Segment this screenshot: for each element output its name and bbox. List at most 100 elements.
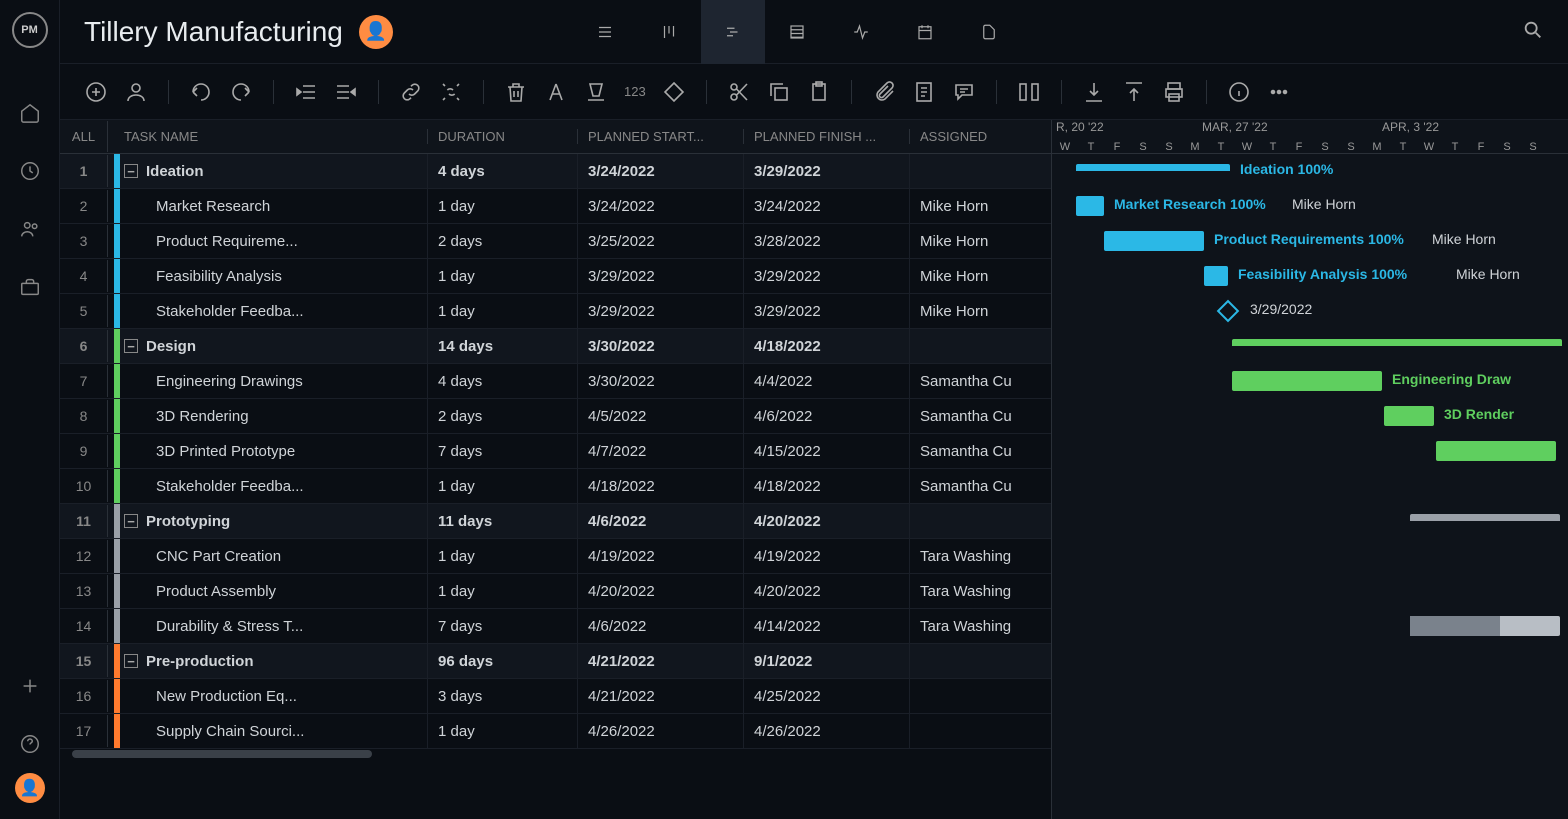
list-view-tab[interactable] [573, 0, 637, 64]
table-row[interactable]: 1−Ideation4 days3/24/20223/29/2022 [60, 154, 1051, 189]
attach-icon[interactable] [872, 80, 896, 104]
table-row[interactable]: 93D Printed Prototype7 days4/7/20224/15/… [60, 434, 1051, 469]
table-row[interactable]: 10Stakeholder Feedba...1 day4/18/20224/1… [60, 469, 1051, 504]
table-row[interactable]: 7Engineering Drawings4 days3/30/20224/4/… [60, 364, 1051, 399]
table-row[interactable]: 11−Prototyping11 days4/6/20224/20/2022 [60, 504, 1051, 539]
import-icon[interactable] [1082, 80, 1106, 104]
gantt-row[interactable]: Ideation 100% [1052, 154, 1568, 189]
gantt-bar[interactable] [1410, 514, 1560, 522]
more-icon[interactable] [1267, 80, 1291, 104]
col-name[interactable]: TASK NAME [108, 129, 428, 144]
gantt-bar[interactable] [1436, 441, 1556, 461]
plus-icon[interactable] [19, 675, 41, 697]
link-icon[interactable] [399, 80, 423, 104]
project-avatar[interactable]: 👤 [359, 15, 393, 49]
col-assigned[interactable]: ASSIGNED [910, 129, 1034, 144]
search-button[interactable] [1522, 19, 1544, 44]
gantt-row[interactable] [1052, 574, 1568, 609]
board-view-tab[interactable] [637, 0, 701, 64]
table-row[interactable]: 5Stakeholder Feedba...1 day3/29/20223/29… [60, 294, 1051, 329]
col-finish[interactable]: PLANNED FINISH ... [744, 129, 910, 144]
gantt-row[interactable] [1052, 504, 1568, 539]
sheet-view-tab[interactable] [765, 0, 829, 64]
briefcase-icon[interactable] [19, 276, 41, 298]
outdent-icon[interactable] [294, 80, 318, 104]
gantt-row[interactable]: Feasibility Analysis 100%Mike Horn [1052, 259, 1568, 294]
numbering-icon[interactable]: 123 [624, 84, 646, 99]
gantt-row[interactable] [1052, 469, 1568, 504]
info-icon[interactable] [1227, 80, 1251, 104]
task-grid: ALL TASK NAME DURATION PLANNED START... … [60, 120, 1052, 819]
collapse-icon[interactable]: − [124, 339, 138, 353]
col-start[interactable]: PLANNED START... [578, 129, 744, 144]
columns-icon[interactable] [1017, 80, 1041, 104]
table-row[interactable]: 13Product Assembly1 day4/20/20224/20/202… [60, 574, 1051, 609]
milestone-icon[interactable] [662, 80, 686, 104]
redo-icon[interactable] [229, 80, 253, 104]
paste-icon[interactable] [807, 80, 831, 104]
table-row[interactable]: 3Product Requireme...2 days3/25/20223/28… [60, 224, 1051, 259]
table-row[interactable]: 15−Pre-production96 days4/21/20229/1/202… [60, 644, 1051, 679]
home-icon[interactable] [19, 102, 41, 124]
table-row[interactable]: 4Feasibility Analysis1 day3/29/20223/29/… [60, 259, 1051, 294]
clock-icon[interactable] [19, 160, 41, 182]
table-row[interactable]: 83D Rendering2 days4/5/20224/6/2022Saman… [60, 399, 1051, 434]
trash-icon[interactable] [504, 80, 528, 104]
gantt-row[interactable] [1052, 714, 1568, 749]
table-row[interactable]: 6−Design14 days3/30/20224/18/2022 [60, 329, 1051, 364]
gantt-row[interactable] [1052, 329, 1568, 364]
undo-icon[interactable] [189, 80, 213, 104]
logo[interactable]: PM [12, 12, 48, 48]
calendar-view-tab[interactable] [893, 0, 957, 64]
grid-hscroll[interactable] [60, 749, 1051, 759]
activity-view-tab[interactable] [829, 0, 893, 64]
milestone-icon[interactable] [1217, 300, 1240, 323]
col-duration[interactable]: DURATION [428, 129, 578, 144]
gantt-row[interactable] [1052, 644, 1568, 679]
gantt-row[interactable] [1052, 434, 1568, 469]
table-row[interactable]: 2Market Research1 day3/24/20223/24/2022M… [60, 189, 1051, 224]
gantt-row[interactable]: 3D Render [1052, 399, 1568, 434]
print-icon[interactable] [1162, 80, 1186, 104]
cut-icon[interactable] [727, 80, 751, 104]
text-style-icon[interactable] [544, 80, 568, 104]
gantt-bar[interactable] [1104, 231, 1204, 251]
gantt-row[interactable] [1052, 609, 1568, 644]
gantt-bar[interactable] [1204, 266, 1228, 286]
add-icon[interactable] [84, 80, 108, 104]
comment-icon[interactable] [952, 80, 976, 104]
gantt-bar[interactable] [1076, 164, 1230, 172]
col-all[interactable]: ALL [60, 121, 108, 152]
gantt-bar[interactable] [1384, 406, 1434, 426]
table-row[interactable]: 17Supply Chain Sourci...1 day4/26/20224/… [60, 714, 1051, 749]
table-row[interactable]: 12CNC Part Creation1 day4/19/20224/19/20… [60, 539, 1051, 574]
gantt-bar[interactable] [1410, 616, 1560, 636]
gantt-bar[interactable] [1232, 339, 1562, 347]
view-tabs [573, 0, 1021, 64]
export-icon[interactable] [1122, 80, 1146, 104]
help-icon[interactable] [19, 733, 41, 755]
gantt-row[interactable]: Market Research 100%Mike Horn [1052, 189, 1568, 224]
indent-icon[interactable] [334, 80, 358, 104]
table-row[interactable]: 16New Production Eq...3 days4/21/20224/2… [60, 679, 1051, 714]
file-view-tab[interactable] [957, 0, 1021, 64]
users-icon[interactable] [19, 218, 41, 240]
clear-format-icon[interactable] [584, 80, 608, 104]
user-avatar-small[interactable]: 👤 [15, 773, 45, 803]
gantt-row[interactable]: Product Requirements 100%Mike Horn [1052, 224, 1568, 259]
gantt-row[interactable] [1052, 539, 1568, 574]
table-row[interactable]: 14Durability & Stress T...7 days4/6/2022… [60, 609, 1051, 644]
copy-icon[interactable] [767, 80, 791, 104]
notes-icon[interactable] [912, 80, 936, 104]
gantt-bar[interactable] [1076, 196, 1104, 216]
gantt-view-tab[interactable] [701, 0, 765, 64]
collapse-icon[interactable]: − [124, 654, 138, 668]
collapse-icon[interactable]: − [124, 164, 138, 178]
gantt-row[interactable]: Engineering Draw [1052, 364, 1568, 399]
collapse-icon[interactable]: − [124, 514, 138, 528]
gantt-row[interactable] [1052, 679, 1568, 714]
assign-icon[interactable] [124, 80, 148, 104]
gantt-row[interactable]: 3/29/2022 [1052, 294, 1568, 329]
unlink-icon[interactable] [439, 80, 463, 104]
gantt-bar[interactable] [1232, 371, 1382, 391]
